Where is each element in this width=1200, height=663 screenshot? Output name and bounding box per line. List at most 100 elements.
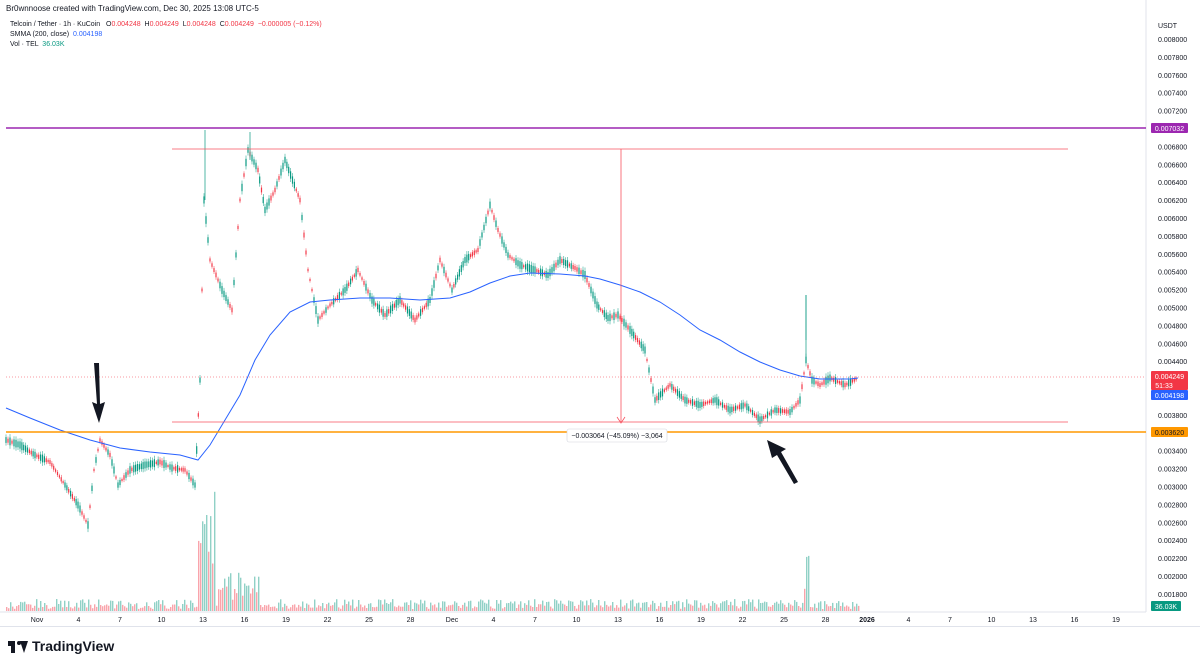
candle-body [399,296,401,304]
volume-bar [800,607,802,611]
volume-bar [730,601,732,611]
volume-bar [540,604,542,611]
volume-bar [128,602,130,611]
candle-body [580,270,582,275]
volume-bar [606,604,608,611]
candle-body [40,454,42,461]
price-tick-label: 0.005600 [1158,252,1187,259]
volume-bar [460,607,462,611]
volume-bar [512,603,514,611]
candle-body [99,438,101,442]
candle-body [359,273,361,276]
volume-bar [634,606,636,611]
chart-footer: TradingView [0,626,1200,663]
volume-bar [624,605,626,611]
candle-body [23,444,25,451]
candle-body [363,281,365,285]
candle-body [340,292,342,295]
candle-body [81,511,83,515]
time-tick-label: 7 [118,617,122,624]
candle-body [410,311,412,319]
candle-body [353,274,355,277]
volume-bar [142,607,144,611]
candle-body [629,326,631,334]
legend-symbol-row[interactable]: Telcoin / Tether · 1h · KuCoin O0.004248… [10,20,322,30]
volume-bar [464,602,466,611]
candle-body [95,457,97,463]
candle-body [682,396,684,401]
candle-body [656,395,658,401]
volume-bar [478,601,480,611]
candle-body [19,441,21,449]
volume-bar [222,587,224,611]
volume-bar [354,608,356,611]
volume-bar [788,602,790,611]
candle-body [317,316,319,324]
volume-bar [660,602,662,611]
candle-body [525,264,527,270]
candle-body [833,377,835,382]
volume-bar [46,605,48,611]
price-axis-currency[interactable]: USDT [1158,23,1178,30]
legend-symbol: Telcoin / Tether · 1h · KuCoin [10,21,101,28]
volume-bar [250,593,252,611]
legend-volume-row[interactable]: Vol · TEL 36.03K [10,40,322,50]
candle-body [288,166,290,174]
down-arrow-annotation-icon[interactable] [92,363,105,423]
candle-body [615,313,617,318]
volume-bar [550,606,552,611]
tradingview-logo[interactable]: TradingView [8,638,114,654]
time-axis-ticks[interactable]: Nov 4 7 10 13 16 19 22 25 28 Dec 4 7 10 13 16 19 22 25 28 20… [31,617,1120,624]
candle-body [342,288,344,296]
candle-body [825,376,827,385]
volume-bar [384,599,386,611]
price-chart[interactable]: −0.003064 (−45.09%) −3,064 0.008000 0.007… [0,0,1200,626]
candle-body [87,521,89,529]
volume-bar [50,608,52,611]
candle-body [464,257,466,263]
candle-body [260,187,263,193]
candle-body [665,387,667,390]
volume-bar [506,603,508,611]
up-arrow-annotation-icon[interactable] [767,440,798,484]
candle-body [513,258,515,262]
candle-body [401,300,403,305]
volume-bar [130,603,132,611]
volume-bar [220,589,222,611]
volume-bar [516,608,518,611]
candle-body [255,162,257,170]
legend-ma-row[interactable]: SMMA (200, close) 0.004198 [10,30,322,40]
price-axis-bg[interactable] [1146,0,1200,612]
volume-bar [300,606,302,611]
candle-body [765,415,767,418]
candle-body [17,441,19,448]
candle-body [526,263,529,272]
volume-bar [318,605,320,611]
volume-bar [858,605,860,611]
candle-body [551,267,553,273]
volume-bar [774,602,776,611]
legend-high-value: 0.004249 [149,21,179,28]
candle-body [331,301,333,305]
candle-body [53,465,55,470]
candle-body [146,461,148,468]
volume-bar [468,601,470,611]
volume-bar [610,605,612,611]
volume-bar [172,604,174,611]
volume-bar [184,599,186,611]
candle-body [688,399,690,403]
volume-bar [96,606,98,611]
volume-bar [162,600,164,611]
smma-line[interactable] [5,272,859,461]
candle-body [297,193,299,197]
candle-body [761,416,763,422]
volume-bar [234,589,236,611]
candle-body [675,388,677,393]
volume-bar [632,599,634,611]
volume-bar [830,606,832,611]
volume-bar [732,605,734,611]
time-tick-label: 25 [780,617,788,624]
volume-bar [180,608,182,611]
legend-close-value: 0.004249 [224,21,254,28]
candle-body [257,167,259,173]
